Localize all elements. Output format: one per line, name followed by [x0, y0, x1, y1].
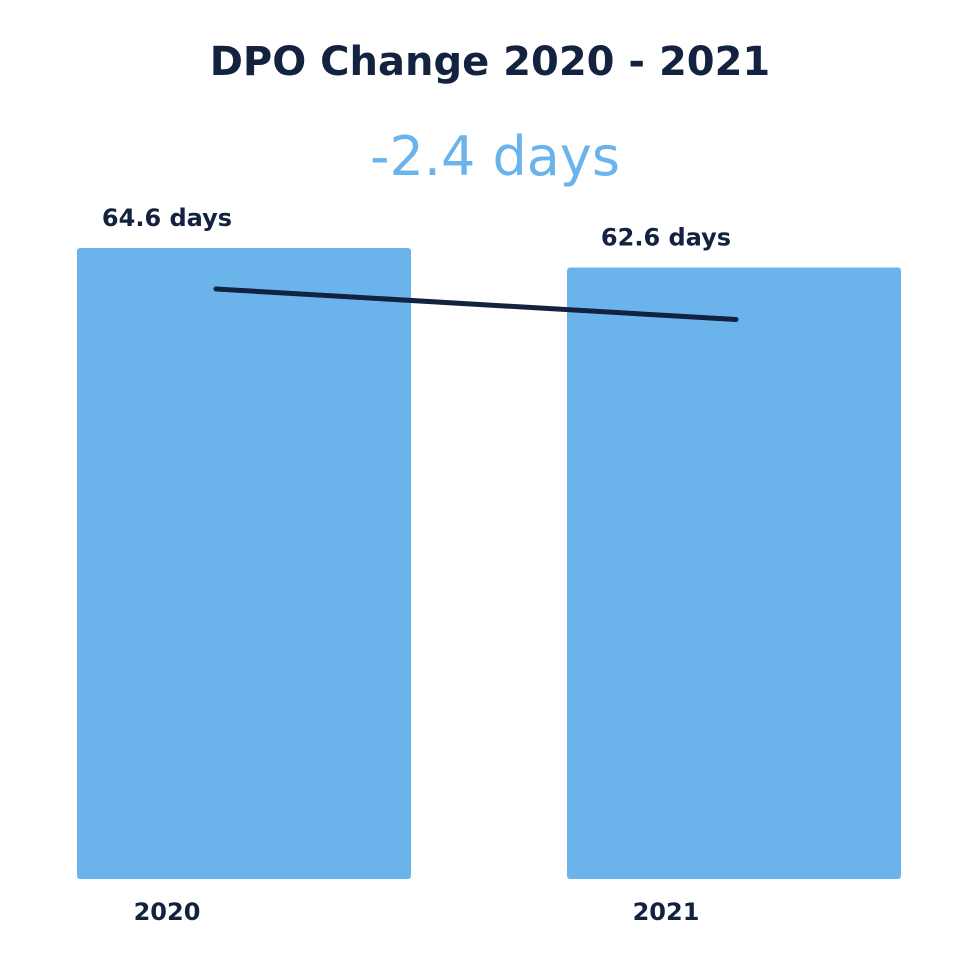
category-label-2021: 2021	[633, 898, 700, 926]
trend-line	[213, 286, 739, 323]
trend-layer	[213, 286, 739, 323]
chart-title: DPO Change 2020 - 2021	[210, 39, 771, 85]
bar-2020	[77, 248, 411, 879]
bars-layer	[77, 248, 901, 879]
category-label-2020: 2020	[134, 898, 201, 926]
data-label-2020: 64.6 days	[102, 204, 232, 232]
labels-layer: 64.6 days 2020 62.6 days 2021	[102, 204, 731, 926]
data-label-2021: 62.6 days	[601, 224, 731, 252]
chart-subtitle: -2.4 days	[370, 125, 620, 188]
bar-2021	[567, 267, 901, 879]
